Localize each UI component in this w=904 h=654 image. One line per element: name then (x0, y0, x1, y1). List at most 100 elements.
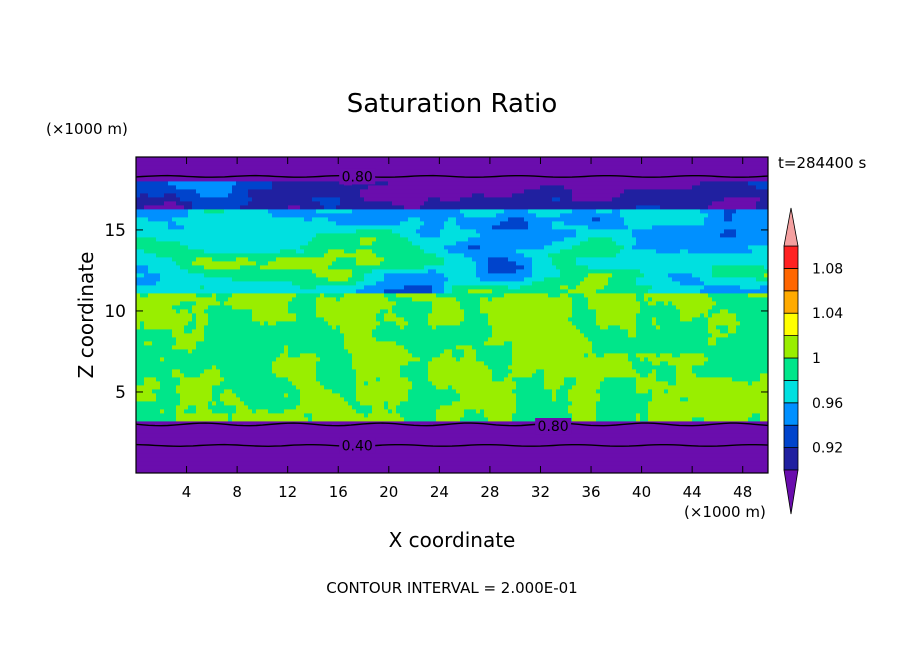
field-cell (232, 357, 237, 362)
field-cell (268, 245, 273, 250)
field-cell (176, 437, 181, 442)
field-cell (252, 217, 257, 222)
field-cell (376, 437, 381, 442)
field-cell (240, 401, 245, 406)
field-cell (196, 209, 201, 214)
field-cell (252, 277, 257, 282)
field-cell (320, 261, 325, 266)
field-cell (320, 249, 325, 254)
field-cell (248, 257, 253, 262)
field-cell (368, 205, 373, 210)
field-cell (152, 185, 157, 190)
field-cell (268, 209, 273, 214)
field-cell (196, 353, 201, 358)
field-cell (364, 285, 369, 290)
field-cell (220, 325, 225, 330)
field-cell (192, 297, 197, 302)
field-cell (348, 465, 353, 470)
field-cell (348, 225, 353, 230)
field-cell (328, 209, 333, 214)
field-cell (160, 369, 165, 374)
field-cell (208, 201, 213, 206)
field-cell (188, 297, 193, 302)
field-cell (172, 237, 177, 242)
field-cell (288, 377, 293, 382)
field-cell (212, 317, 217, 322)
field-cell (180, 369, 185, 374)
field-cell (148, 253, 153, 258)
field-cell (204, 373, 209, 378)
field-cell (348, 313, 353, 318)
field-cell (328, 393, 333, 398)
field-cell (204, 453, 209, 458)
field-cell (136, 177, 141, 182)
field-cell (372, 469, 377, 473)
field-cell (280, 469, 285, 473)
field-cell (196, 385, 201, 390)
field-cell (240, 433, 245, 438)
field-cell (312, 353, 317, 358)
field-cell (372, 361, 377, 366)
field-cell (140, 329, 145, 334)
field-cell (336, 377, 341, 382)
field-cell (180, 173, 185, 178)
field-cell (260, 417, 265, 422)
field-cell (376, 301, 381, 306)
field-cell (316, 469, 321, 473)
field-cell (200, 409, 205, 414)
field-cell (236, 425, 241, 430)
field-cell (264, 313, 269, 318)
field-cell (164, 457, 169, 462)
field-cell (204, 457, 209, 462)
field-cell (300, 221, 305, 226)
field-cell (296, 389, 301, 394)
field-cell (292, 345, 297, 350)
field-cell (268, 177, 273, 182)
field-cell (368, 225, 373, 230)
field-cell (336, 333, 341, 338)
field-cell (164, 385, 169, 390)
field-cell (260, 341, 265, 346)
field-cell (224, 225, 229, 230)
field-cell (352, 277, 357, 282)
field-cell (140, 237, 145, 242)
field-cell (208, 257, 213, 262)
field-cell (224, 353, 229, 358)
field-cell (176, 349, 181, 354)
field-cell (352, 357, 357, 362)
field-cell (168, 213, 173, 218)
field-cell (280, 305, 285, 310)
field-cell (328, 441, 333, 446)
field-cell (160, 285, 165, 290)
field-cell (212, 441, 217, 446)
field-cell (276, 229, 281, 234)
field-cell (264, 461, 269, 466)
field-cell (164, 421, 169, 426)
field-cell (312, 417, 317, 422)
field-cell (376, 377, 381, 382)
field-cell (156, 197, 161, 202)
field-cell (220, 385, 225, 390)
field-cell (192, 337, 197, 342)
field-cell (296, 321, 301, 326)
field-cell (244, 225, 249, 230)
field-cell (284, 185, 289, 190)
field-cell (228, 425, 233, 430)
field-cell (196, 305, 201, 310)
field-cell (292, 445, 297, 450)
field-cell (384, 277, 389, 282)
field-cell (316, 305, 321, 310)
field-cell (276, 445, 281, 450)
field-cell (384, 289, 389, 294)
field-cell (184, 213, 189, 218)
field-cell (236, 249, 241, 254)
field-cell (160, 361, 165, 366)
field-cell (204, 397, 209, 402)
field-cell (312, 389, 317, 394)
field-cell (196, 433, 201, 438)
field-cell (180, 245, 185, 250)
field-cell (160, 465, 165, 470)
field-cell (172, 273, 177, 278)
field-cell (244, 209, 249, 214)
field-cell (296, 361, 301, 366)
